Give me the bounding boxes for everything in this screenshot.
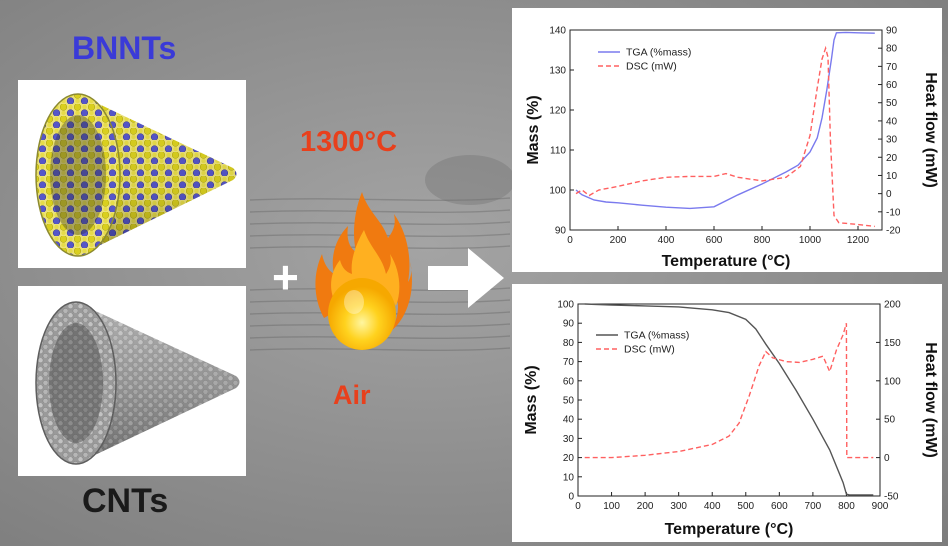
- y-tick-label: 110: [550, 146, 566, 157]
- x-axis-label: Temperature (°C): [662, 253, 791, 270]
- bnnt-nanotube-illustration: [35, 93, 237, 257]
- y2-tick-label: 200: [884, 300, 901, 311]
- temperature-label: 1300°C: [300, 126, 398, 158]
- x-axis-label: Temperature (°C): [665, 521, 794, 538]
- y-axis-label: Mass (%): [523, 365, 540, 434]
- y-tick-label: 10: [563, 472, 575, 483]
- x-tick-label: 200: [610, 235, 627, 246]
- y2-tick-label: 100: [884, 376, 901, 387]
- x-tick-label: 800: [838, 501, 855, 512]
- y2-tick-label: 150: [884, 338, 901, 349]
- tga-series-line: [584, 303, 874, 496]
- y2-axis-label: Heat flow (mW): [922, 342, 939, 458]
- y-tick-label: 20: [563, 453, 575, 464]
- arrow-right-icon: [428, 248, 504, 308]
- bnnts-label: BNNTs: [72, 30, 177, 66]
- x-tick-label: 1000: [799, 235, 822, 246]
- legend-entry: DSC (mW): [626, 61, 677, 73]
- y-tick-label: 30: [563, 434, 575, 445]
- x-tick-label: 1200: [847, 235, 870, 246]
- y-tick-label: 80: [563, 338, 575, 349]
- y-tick-label: 100: [549, 186, 566, 197]
- x-tick-label: 600: [771, 501, 788, 512]
- y2-tick-label: 30: [886, 135, 898, 146]
- flame-icon: [315, 192, 412, 350]
- y2-tick-label: 0: [886, 189, 892, 200]
- x-tick-label: 0: [575, 501, 581, 512]
- x-tick-label: 500: [737, 501, 754, 512]
- y-tick-label: 60: [563, 376, 575, 387]
- x-tick-label: 600: [706, 235, 723, 246]
- legend-entry: TGA (%mass): [626, 47, 691, 59]
- x-tick-label: 200: [637, 501, 654, 512]
- y2-axis-label: Heat flow (mW): [922, 72, 939, 188]
- dsc-series-line: [575, 45, 875, 228]
- legend-entry: TGA (%mass): [624, 330, 689, 342]
- cnt-image-panel: [18, 286, 246, 476]
- cnts-label: CNTs: [82, 482, 169, 520]
- x-tick-label: 400: [658, 235, 675, 246]
- y2-tick-label: 20: [886, 153, 898, 164]
- y2-tick-label: 40: [886, 116, 898, 127]
- y-axis-label: Mass (%): [525, 95, 542, 164]
- air-label: Air: [333, 380, 371, 410]
- plus-sign: +: [272, 251, 299, 303]
- y-tick-label: 130: [549, 66, 566, 77]
- dsc-series-line: [584, 323, 874, 459]
- y-tick-label: 90: [555, 226, 567, 237]
- tga-series-line: [575, 31, 875, 210]
- y2-tick-label: 70: [886, 62, 898, 73]
- y2-tick-label: -10: [886, 207, 901, 218]
- x-tick-label: 800: [754, 235, 771, 246]
- y-tick-label: 90: [563, 319, 575, 330]
- x-tick-label: 400: [704, 501, 721, 512]
- y2-tick-label: -20: [886, 226, 901, 237]
- bnnt-tga-dsc-chart: 0 200 400 600 800 1000 120090100110120130140-2…: [525, 26, 939, 271]
- cnt-chart-panel: 0 100 200 300 400 500 600 700 800 900 0 10 20 30 40 50 6…: [512, 284, 942, 542]
- y2-tick-label: 90: [886, 26, 898, 37]
- x-tick-label: 900: [872, 501, 889, 512]
- plot-frame: [569, 29, 883, 231]
- y-tick-label: 140: [549, 26, 566, 37]
- y2-tick-label: 50: [884, 415, 896, 426]
- y-tick-label: 50: [563, 396, 575, 407]
- y2-tick-label: 0: [884, 453, 890, 464]
- bnnt-chart-panel: 0 200 400 600 800 1000 1200 90 100 110 120 130 140 -2…: [512, 8, 942, 272]
- y2-tick-label: 50: [886, 98, 898, 109]
- legend-entry: DSC (mW): [624, 344, 675, 356]
- y-tick-label: 40: [563, 415, 575, 426]
- x-tick-label: 100: [603, 501, 620, 512]
- y-tick-label: 120: [549, 106, 566, 117]
- y-tick-label: 100: [557, 300, 574, 311]
- bnnt-image-panel: [18, 80, 246, 268]
- x-tick-label: 700: [805, 501, 822, 512]
- cnt-nanotube-illustration: [35, 301, 240, 465]
- x-tick-label: 300: [670, 501, 687, 512]
- y2-tick-label: 10: [886, 171, 898, 182]
- y-tick-label: 0: [568, 492, 574, 503]
- cnt-tga-dsc-chart: 0 100 200 300 400 500 600 700 800 900010203040506…: [523, 300, 939, 539]
- y-tick-label: 70: [563, 357, 575, 368]
- y2-tick-label: 60: [886, 80, 898, 91]
- x-tick-label: 0: [567, 235, 573, 246]
- y2-tick-label: 80: [886, 44, 898, 55]
- y2-tick-label: -50: [884, 492, 899, 503]
